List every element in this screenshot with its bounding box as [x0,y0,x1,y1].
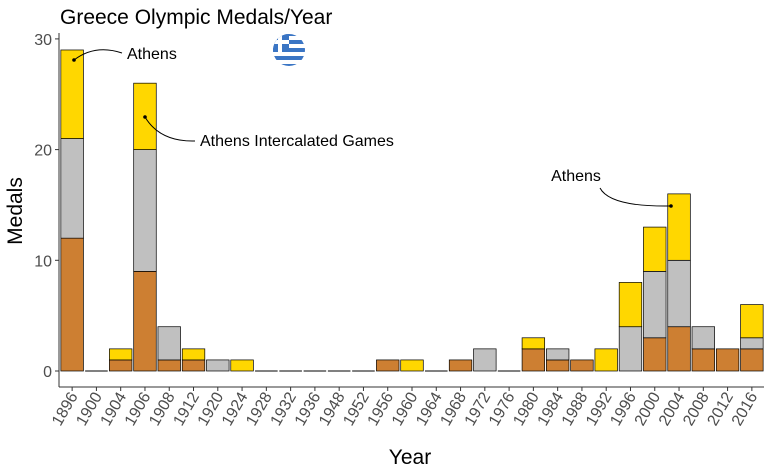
bar-segment-2016-0 [740,348,764,372]
y-axis-title: Medals [4,177,27,245]
bar-segment-1912-2 [181,348,206,361]
bar-segment-1956-0 [376,359,400,372]
bar-segment-1996-2 [618,282,643,328]
bar-segment-2004-1 [667,259,691,328]
bar-segment-2000-0 [643,337,667,372]
bar-segment-1906-1 [133,149,157,272]
bar-segment-1972-1 [473,348,497,372]
bar-segment-1988-0 [570,359,594,372]
chart-title: Greece Olympic Medals/Year [60,6,332,29]
annotations-layer: Athens Athens Intercalated Games Athens [72,46,673,208]
y-tick-label-10: 10 [34,253,52,270]
bar-segment-2000-1 [643,271,667,339]
greece-flag-icon [273,34,305,66]
bar-segment-1980-2 [521,337,546,350]
x-axis-title: Year [389,446,431,469]
bar-segment-1908-0 [157,359,181,372]
bar-segment-2016-2 [740,304,764,339]
annotation-arrowhead-1 [143,115,147,119]
bar-segment-2016-1 [740,337,764,350]
annotation-arrow-2 [599,187,672,207]
bar-segment-1968-0 [448,359,473,372]
annotation-label-2: Athens [551,168,601,185]
annotation-label-0: Athens [127,46,177,63]
x-tick-label-2016: 2016 [729,389,762,428]
annotation-arrow-0 [73,49,123,61]
bar-segment-1896-2 [60,49,84,139]
x-axis: 1896190019041906190819121920192419281932… [49,386,764,429]
bar-segment-1912-0 [181,359,206,372]
bar-segment-1904-0 [109,359,133,372]
annotation-arrowhead-0 [72,58,76,62]
bar-segment-1992-2 [594,348,618,372]
bar-segment-1984-0 [546,359,570,372]
y-tick-label-30: 30 [34,32,52,49]
y-tick-label-0: 0 [43,364,52,381]
bar-segment-2004-0 [667,326,691,372]
y-axis: 0 10 20 30 [34,32,60,387]
bar-segment-1904-2 [109,348,133,361]
bar-segment-2000-2 [643,226,667,272]
bar-segment-1996-1 [618,326,643,372]
bar-segment-1920-1 [206,359,230,372]
bar-segment-1980-0 [521,348,546,372]
y-tick-label-20: 20 [34,143,52,160]
bar-segment-2008-1 [691,326,715,350]
bar-segment-1924-2 [230,359,254,372]
bar-segment-1984-1 [546,348,570,361]
bar-segment-1896-0 [60,237,84,372]
annotation-arrowhead-2 [669,204,673,208]
bar-segment-2012-0 [715,348,740,372]
bars-layer [60,49,764,372]
bar-segment-2008-0 [691,348,715,372]
bar-segment-1906-0 [133,271,157,372]
bar-segment-1908-1 [157,326,181,361]
bar-segment-1960-2 [400,359,424,372]
bar-segment-2004-2 [667,193,691,261]
bar-segment-1896-1 [60,138,84,239]
annotation-label-1: Athens Intercalated Games [200,133,394,150]
annotation-arrow-1 [144,116,196,142]
